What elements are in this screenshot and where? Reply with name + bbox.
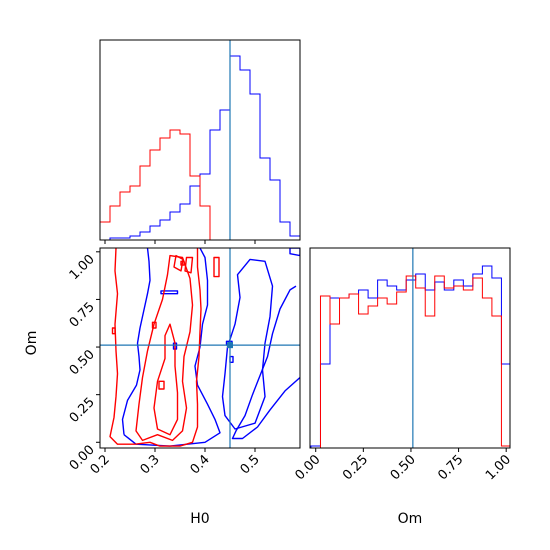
xlabel-om: Om bbox=[398, 511, 423, 527]
contour-red-6 bbox=[151, 321, 157, 329]
contour-red-5 bbox=[213, 256, 220, 278]
h0-hist-blue bbox=[100, 55, 300, 240]
om-xtick-tick-label-1: 0.25 bbox=[340, 452, 371, 483]
panel-h0-histogram bbox=[99, 39, 301, 244]
panel-h0-om-contours: 0.2 0.3 0.4 0.50.000.250.500.751.00 bbox=[67, 247, 301, 477]
om-xtick-tick-label-2: 0.50 bbox=[388, 452, 419, 483]
ylabel-om: Om bbox=[24, 331, 40, 356]
contour-blue-1 bbox=[121, 248, 151, 435]
contour-blue-8 bbox=[160, 290, 179, 295]
contour-red-3 bbox=[173, 254, 184, 272]
h0-xtick-tick-label-3: 0.5 bbox=[238, 452, 263, 477]
contour-red-7 bbox=[158, 380, 165, 390]
om-xtick-tick-label-4: 1.00 bbox=[483, 452, 514, 483]
om-ytick-tick-label-3: 0.75 bbox=[67, 300, 98, 331]
contour-blue-2 bbox=[231, 285, 300, 440]
xlabel-h0: H0 bbox=[190, 511, 209, 527]
h0-xtick-tick-label-2: 0.4 bbox=[188, 452, 213, 477]
contour-blue-3 bbox=[221, 258, 274, 430]
contour-blue-0 bbox=[123, 248, 221, 447]
contour-blue-4 bbox=[289, 248, 300, 257]
om-ytick-tick-label-2: 0.50 bbox=[67, 347, 98, 378]
contour-red-9 bbox=[180, 260, 185, 266]
h0-xtick-tick-label-1: 0.3 bbox=[138, 452, 163, 477]
truth-marker bbox=[227, 342, 233, 349]
om-hist-frame bbox=[309, 247, 511, 449]
om-hist-red bbox=[310, 275, 510, 448]
om-xtick-tick-label-3: 0.75 bbox=[435, 452, 466, 483]
h0-hist-red bbox=[100, 129, 300, 240]
contour-red-0 bbox=[109, 248, 202, 447]
om-ytick-tick-label-4: 1.00 bbox=[67, 252, 98, 283]
panel-om-histogram: 0.00 0.25 0.50 0.75 1.00 bbox=[292, 247, 514, 483]
contour-red-1 bbox=[135, 254, 194, 442]
om-xtick-tick-label-0: 0.00 bbox=[292, 452, 323, 483]
om-ytick-tick-label-1: 0.25 bbox=[67, 395, 98, 426]
om-hist-blue bbox=[310, 265, 510, 448]
contour-red-8 bbox=[111, 327, 116, 335]
contour-frame bbox=[99, 247, 301, 449]
h0-hist-frame bbox=[99, 39, 301, 241]
contour-red-2 bbox=[153, 323, 179, 436]
contour-red-4 bbox=[184, 256, 194, 274]
